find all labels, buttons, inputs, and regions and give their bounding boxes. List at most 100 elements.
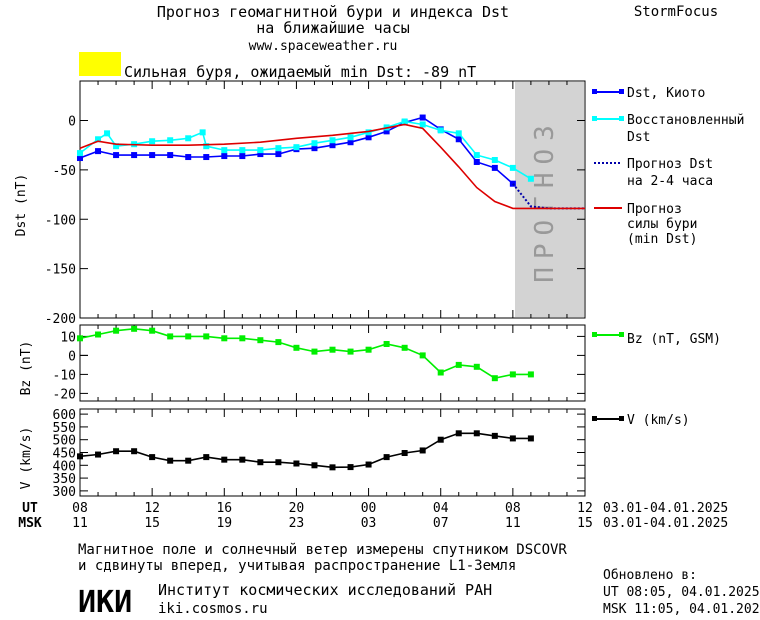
data-marks: [77, 114, 585, 471]
ut-tick-label: 16: [216, 501, 232, 516]
data-point: [311, 145, 318, 152]
msk-tick-label: 07: [433, 516, 449, 531]
storm-alert-text: Сильная буря, ожидаемый min Dst: -89 nT: [124, 63, 476, 81]
data-point: [527, 371, 534, 378]
msk-date-range: 03.01-04.01.2025: [603, 516, 728, 531]
data-point: [167, 457, 174, 464]
y-tick-label: -150: [45, 263, 76, 278]
updated-msk: MSK 11:05, 04.01.2025: [603, 602, 760, 617]
data-point: [221, 153, 228, 160]
data-point: [311, 462, 318, 469]
y-tick-label: 550: [53, 421, 76, 436]
data-point: [473, 152, 480, 159]
data-point: [149, 138, 156, 145]
data-point: [509, 180, 516, 187]
data-point: [329, 346, 336, 353]
data-point: [347, 348, 354, 355]
data-point: [149, 454, 156, 461]
updated-ut: UT 08:05, 04.01.2025: [603, 585, 760, 600]
data-point: [293, 460, 300, 467]
data-point: [239, 153, 246, 160]
legend-label-storm-3: (min Dst): [627, 232, 697, 247]
data-point: [257, 151, 264, 158]
v-panel-frame: [79, 408, 586, 497]
data-point: [329, 464, 336, 471]
series-line: [79, 432, 531, 469]
footer-note-2: и сдвинуты вперед, учитывая распростране…: [78, 558, 516, 574]
series-line: [79, 123, 585, 210]
y-tick-label: 0: [68, 349, 76, 364]
page-title-line1: Прогноз геомагнитной бури и индекса Dst: [157, 3, 509, 21]
y-tick-label: 0: [68, 115, 76, 130]
data-point: [311, 140, 318, 147]
msk-tick-label: 15: [144, 516, 160, 531]
msk-tick-label: 19: [216, 516, 232, 531]
data-point: [239, 147, 246, 154]
msk-tick-label: 23: [289, 516, 305, 531]
data-point: [293, 344, 300, 351]
legend-marker-dst-kyoto: [592, 89, 597, 94]
data-point: [419, 121, 426, 128]
forecast-watermark: ПРОГНОЗ: [530, 117, 560, 283]
legend-label-storm-2: силы бури: [627, 217, 697, 232]
v-axis-label: V (km/s): [19, 427, 34, 490]
y-tick-label: 600: [53, 408, 76, 423]
dst-panel-border: [79, 80, 586, 319]
site-url[interactable]: www.spaceweather.ru: [249, 39, 398, 54]
data-point: [473, 363, 480, 370]
data-point: [437, 127, 444, 134]
data-point: [257, 459, 264, 466]
y-tick-label: 350: [53, 472, 76, 487]
legend-label-reconstructed-1: Восстановленный: [627, 113, 744, 128]
legend-label-storm-1: Прогноз: [627, 202, 682, 217]
data-point: [293, 144, 300, 151]
data-point: [131, 325, 138, 332]
legend-marker-bz: [592, 332, 597, 337]
data-point: [77, 155, 83, 162]
data-point: [95, 331, 102, 338]
series-line: [79, 327, 531, 380]
ut-tick-label: 04: [433, 501, 449, 516]
legend-label-reconstructed-2: Dst: [627, 130, 650, 145]
data-point: [419, 114, 426, 121]
data-point: [95, 136, 102, 143]
bz-panel-frame: [79, 324, 586, 402]
data-point: [419, 447, 426, 454]
data-point: [437, 369, 444, 376]
y-tick-label: -200: [45, 312, 76, 327]
institute-site[interactable]: iki.cosmos.ru: [158, 601, 268, 617]
data-point: [131, 448, 138, 455]
data-point: [221, 335, 228, 342]
data-point: [401, 450, 408, 457]
data-point: [491, 164, 498, 171]
data-point: [185, 457, 192, 464]
data-point: [491, 375, 498, 382]
data-point: [401, 344, 408, 351]
y-tick-label: 450: [53, 447, 76, 462]
updated-label: Обновлено в:: [603, 568, 697, 583]
data-point: [95, 148, 102, 155]
dst-axis-label: Dst (nT): [14, 174, 29, 237]
data-point: [275, 151, 282, 158]
bz-legend: Bz (nT, GSM): [592, 332, 721, 347]
data-point: [185, 135, 192, 142]
data-point: [365, 461, 372, 468]
data-point: [199, 129, 206, 136]
legend-label-bz: Bz (nT, GSM): [627, 332, 721, 347]
y-tick-label: -20: [53, 387, 76, 402]
footer-note-1: Магнитное поле и солнечный ветер измерен…: [78, 542, 567, 558]
data-point: [455, 361, 462, 368]
data-point: [383, 128, 390, 135]
data-point: [203, 333, 210, 340]
data-point: [104, 130, 111, 137]
data-point: [509, 371, 516, 378]
ut-date-range: 03.01-04.01.2025: [603, 501, 728, 516]
y-tick-label: 10: [60, 330, 76, 345]
data-point: [509, 435, 516, 442]
ut-axis-label: UT: [22, 501, 38, 516]
data-point: [77, 150, 83, 157]
axis-ticks: 0 -50 -100 -150 -200 10 0 -10 -20 300350400450500…: [45, 81, 586, 500]
institute-name: Институт космических исследований РАН: [158, 581, 492, 599]
